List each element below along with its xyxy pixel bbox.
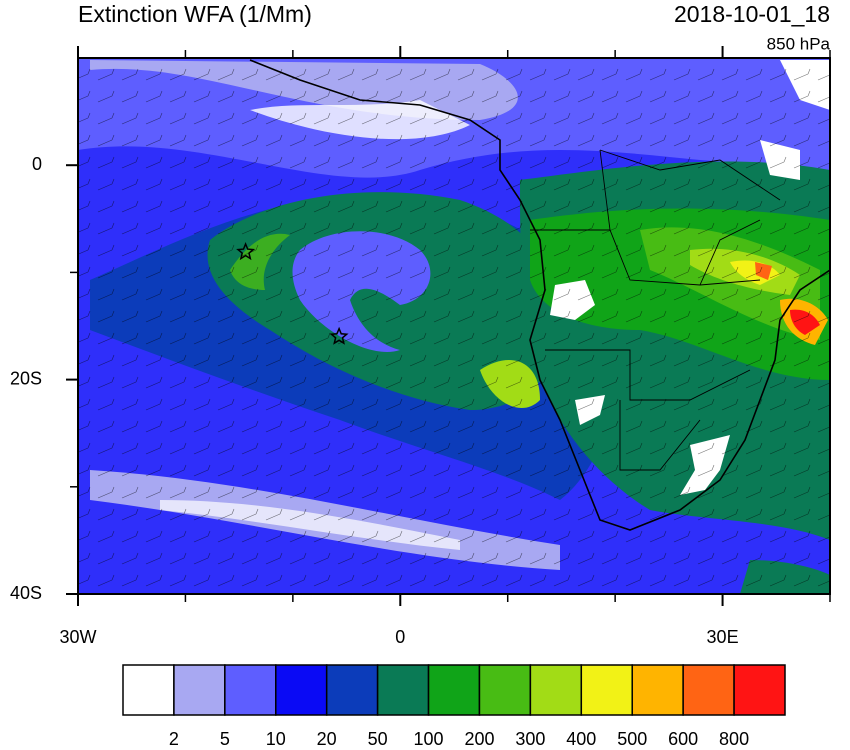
- colorbar-box: [580, 664, 633, 716]
- title: Extinction WFA (1/Mm): [78, 1, 312, 27]
- y-tick-label: 40S: [10, 583, 42, 603]
- colorbar-label: 2: [169, 729, 179, 749]
- colorbar-label: 100: [414, 729, 444, 749]
- colorbar-label: 600: [668, 729, 698, 749]
- datetime: 2018-10-01_18: [674, 1, 830, 27]
- star-marker: [236, 242, 256, 261]
- colorbar-box: [733, 664, 786, 716]
- x-tick-label: 30E: [707, 627, 739, 647]
- colorbar-box: [529, 664, 583, 716]
- map-field: [78, 58, 830, 594]
- colorbar-label: 500: [617, 729, 647, 749]
- colorbar-label: 800: [719, 729, 749, 749]
- colorbar-label: 50: [368, 729, 388, 749]
- x-tick-label: 0: [395, 627, 405, 647]
- colorbar-label: 200: [464, 729, 494, 749]
- colorbar-box: [173, 664, 226, 716]
- x-tick-label: 30W: [59, 627, 96, 647]
- y-tick-label: 0: [32, 154, 42, 174]
- colorbar-box: [376, 664, 430, 716]
- colorbar-label: 10: [266, 729, 286, 749]
- level: 850 hPa: [767, 34, 831, 53]
- colorbar-box: [275, 664, 328, 716]
- colorbar-label: 20: [317, 729, 337, 749]
- colorbar-box: [682, 664, 735, 716]
- colorbar-label: 400: [566, 729, 596, 749]
- star-marker: [329, 326, 349, 345]
- colorbar-box: [427, 664, 481, 716]
- colorbar-box: [224, 664, 277, 716]
- colorbar-box: [631, 664, 684, 716]
- colorbar-box: [325, 664, 379, 716]
- colorbar-label: 5: [220, 729, 230, 749]
- map-frame: [77, 57, 831, 595]
- colorbar-box: [478, 664, 532, 716]
- colorbar-label: 300: [515, 729, 545, 749]
- colorbar-box: [122, 664, 175, 716]
- y-tick-label: 20S: [10, 368, 42, 388]
